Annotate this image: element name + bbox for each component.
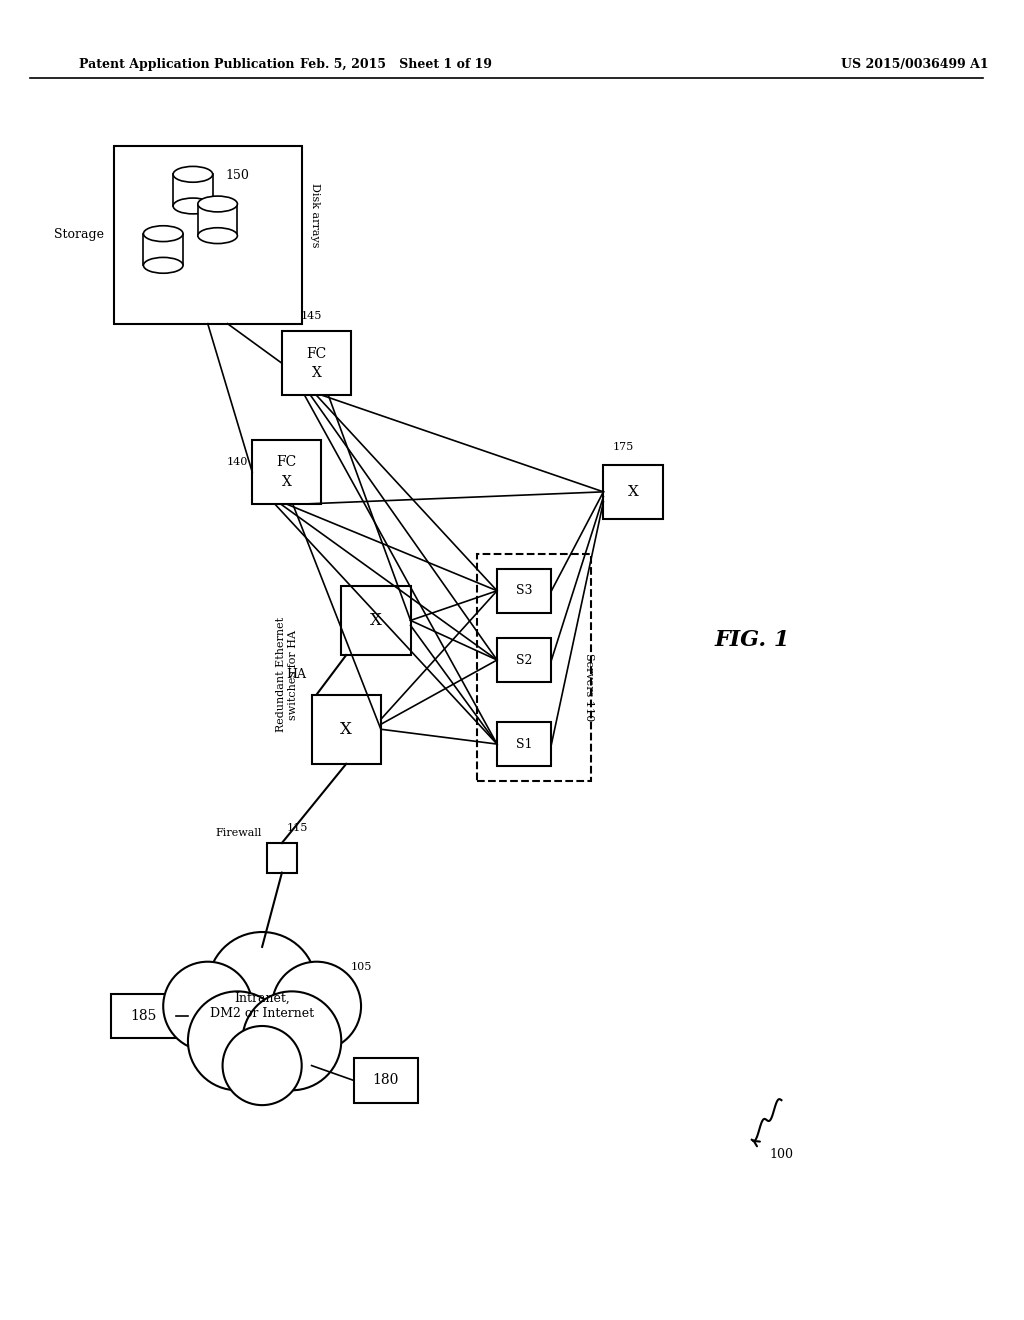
Text: X: X (282, 475, 292, 488)
Text: Feb. 5, 2015   Sheet 1 of 19: Feb. 5, 2015 Sheet 1 of 19 (300, 58, 492, 71)
Circle shape (272, 962, 361, 1051)
Circle shape (243, 991, 341, 1090)
FancyBboxPatch shape (497, 722, 552, 767)
Text: Disk arrays: Disk arrays (309, 182, 319, 247)
Text: 100: 100 (769, 1148, 794, 1162)
Text: 185: 185 (130, 1008, 157, 1023)
Circle shape (222, 1026, 302, 1105)
Text: FIG. 1: FIG. 1 (714, 630, 790, 651)
FancyBboxPatch shape (112, 994, 175, 1039)
Ellipse shape (198, 197, 238, 213)
FancyBboxPatch shape (353, 1059, 418, 1102)
FancyBboxPatch shape (114, 145, 302, 323)
Text: FC: FC (276, 455, 297, 470)
Text: 105: 105 (350, 962, 372, 972)
Text: US 2015/0036499 A1: US 2015/0036499 A1 (841, 58, 988, 71)
Text: Intranet,
DM2 or Internet: Intranet, DM2 or Internet (210, 993, 314, 1020)
Text: S1: S1 (516, 738, 532, 751)
Text: X: X (311, 366, 322, 380)
Circle shape (208, 932, 316, 1041)
FancyBboxPatch shape (198, 205, 238, 236)
Text: Redundant Ethernet
switches for HA: Redundant Ethernet switches for HA (276, 618, 298, 733)
Text: X: X (628, 484, 639, 499)
Text: 145: 145 (301, 312, 323, 321)
FancyBboxPatch shape (173, 174, 213, 206)
Text: 175: 175 (612, 442, 634, 451)
Text: Firewall: Firewall (216, 828, 262, 838)
Circle shape (188, 991, 287, 1090)
Text: X: X (340, 721, 352, 738)
Text: 180: 180 (373, 1073, 399, 1088)
FancyBboxPatch shape (282, 331, 351, 396)
Text: FC: FC (306, 347, 327, 360)
Text: X: X (370, 612, 382, 628)
Text: 150: 150 (225, 169, 249, 182)
FancyBboxPatch shape (267, 843, 297, 873)
FancyBboxPatch shape (252, 440, 322, 504)
Text: S3: S3 (516, 585, 532, 597)
Text: HA: HA (287, 668, 306, 681)
Ellipse shape (143, 226, 183, 242)
FancyBboxPatch shape (143, 234, 183, 265)
FancyBboxPatch shape (497, 569, 552, 612)
Circle shape (163, 962, 252, 1051)
Ellipse shape (173, 198, 213, 214)
Text: 140: 140 (226, 457, 248, 467)
Text: Storage: Storage (54, 228, 103, 242)
Text: 115: 115 (287, 824, 308, 833)
Text: S2: S2 (516, 653, 532, 667)
FancyBboxPatch shape (497, 638, 552, 682)
Ellipse shape (143, 257, 183, 273)
Ellipse shape (173, 166, 213, 182)
Text: Servers 110: Servers 110 (584, 653, 594, 721)
Ellipse shape (198, 228, 238, 244)
Text: Patent Application Publication: Patent Application Publication (79, 58, 295, 71)
FancyBboxPatch shape (603, 465, 663, 519)
FancyBboxPatch shape (311, 694, 381, 764)
FancyBboxPatch shape (341, 586, 411, 655)
